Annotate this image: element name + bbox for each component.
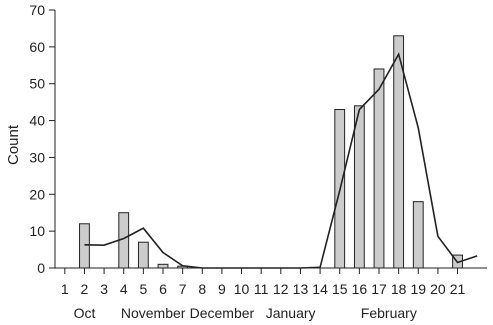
x-tick-label-17: 17 [371,281,387,297]
month-label-oct: Oct [74,305,96,321]
y-axis-ticks: 0 10 20 30 40 50 60 70 [29,2,55,276]
x-tick-label-9: 9 [218,281,226,297]
y-tick-label-0: 0 [37,260,45,276]
x-tick-label-16: 16 [352,281,368,297]
x-tick-label-8: 8 [198,281,206,297]
x-tick-label-19: 19 [410,281,426,297]
month-label-november: November [121,305,186,321]
bar-18 [393,35,405,269]
y-tick-label-30: 30 [29,149,45,165]
x-tick-label-4: 4 [120,281,128,297]
x-tick-label-11: 11 [254,281,269,297]
x-tick-label-2: 2 [81,281,89,297]
x-tick-label-7: 7 [179,281,187,297]
bar-16 [353,105,365,269]
y-tick-label-20: 20 [29,186,45,202]
month-label-february: February [361,305,417,321]
x-tick-label-18: 18 [391,281,407,297]
x-tick-label-1: 1 [61,281,69,297]
month-label-january: January [266,305,316,321]
y-tick-label-60: 60 [29,39,45,55]
x-tick-label-15: 15 [332,281,348,297]
y-tick-label-10: 10 [29,223,45,239]
y-tick-label-40: 40 [29,113,45,129]
x-tick-label-3: 3 [100,281,108,297]
x-axis-ticks: 1 2 3 4 5 6 7 8 9 10 11 12 13 14 15 16 17 18 19 20 21 [61,268,466,297]
x-tick-label-13: 13 [293,281,309,297]
bar-19 [412,201,424,269]
x-tick-label-6: 6 [159,281,167,297]
x-tick-label-21: 21 [450,281,466,297]
month-label-december: December [190,305,255,321]
y-tick-label-50: 50 [29,76,45,92]
y-tick-label-70: 70 [29,2,45,18]
y-axis-title: Count [5,124,22,165]
bar-group [79,35,463,269]
bar-5 [137,241,149,269]
bar-17 [373,68,385,269]
month-labels: Oct November December January February [74,305,417,321]
x-tick-label-12: 12 [273,281,289,297]
x-tick-label-10: 10 [234,281,250,297]
bar-2 [79,223,90,269]
bar-6 [157,263,169,269]
x-tick-label-20: 20 [430,281,446,297]
x-tick-label-14: 14 [312,281,328,297]
x-tick-label-5: 5 [139,281,147,297]
